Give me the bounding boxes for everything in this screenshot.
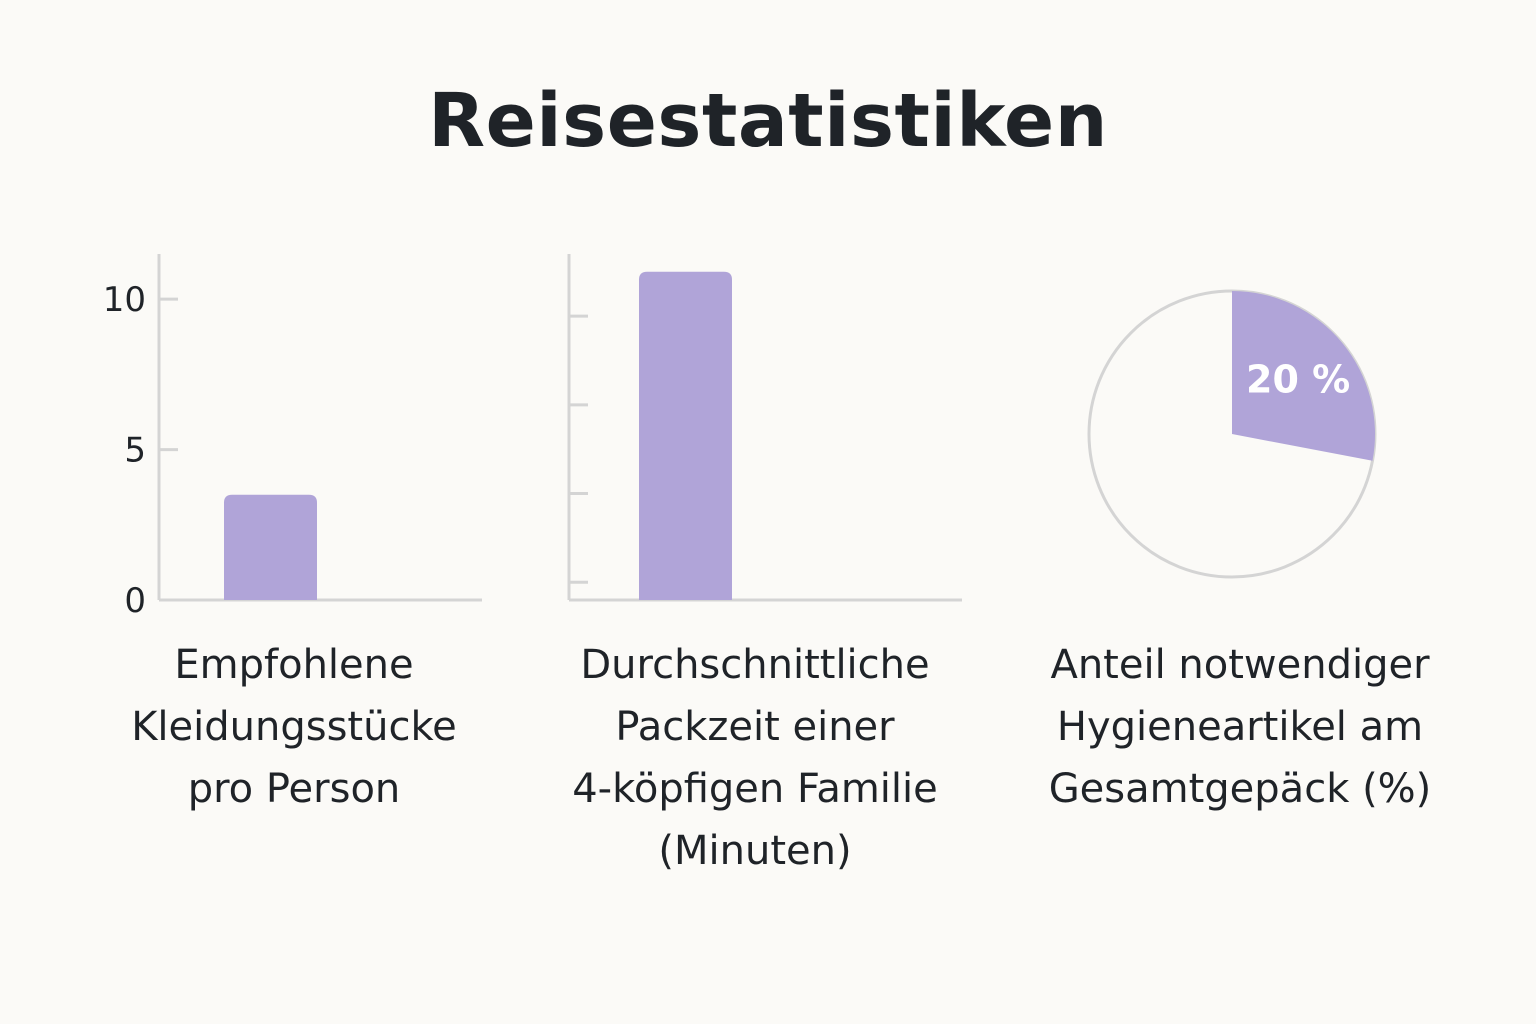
pie-data-label: 20 % (1246, 357, 1350, 401)
caption-hygiene-line: Hygieneartikel am (1056, 704, 1424, 750)
caption-clothing: Empfohlene Kleidungsstücke pro Person (94, 634, 494, 820)
caption-packing-line: 4-köpfigen Familie (572, 766, 938, 812)
bar-chart-clothing: 0 5 10 (103, 254, 482, 621)
bar-chart-packing-time (567, 254, 962, 602)
caption-clothing-line: Empfohlene (174, 642, 414, 688)
y-tick-label: 10 (103, 280, 146, 320)
caption-packing-time: Durchschnittliche Packzeit einer 4-köpfi… (545, 634, 965, 882)
y-tick-label: 5 (124, 431, 146, 471)
pie-slice (1232, 291, 1375, 461)
y-tick-label: 0 (124, 581, 146, 621)
caption-hygiene: Anteil notwendiger Hygieneartikel am Ges… (1015, 634, 1465, 820)
caption-clothing-line: pro Person (187, 766, 401, 812)
caption-packing-line: Packzeit einer (615, 704, 895, 750)
caption-hygiene-line: Gesamtgepäck (%) (1048, 766, 1432, 812)
bar (639, 271, 732, 600)
caption-packing-line: (Minuten) (658, 828, 852, 874)
pie-chart-hygiene: 20 % (1087, 289, 1377, 579)
caption-packing-line: Durchschnittliche (580, 642, 930, 688)
bar (224, 494, 317, 600)
page-title: Reisestatistiken (428, 78, 1108, 164)
caption-hygiene-line: Anteil notwendiger (1050, 642, 1430, 688)
caption-clothing-line: Kleidungsstücke (131, 704, 457, 750)
